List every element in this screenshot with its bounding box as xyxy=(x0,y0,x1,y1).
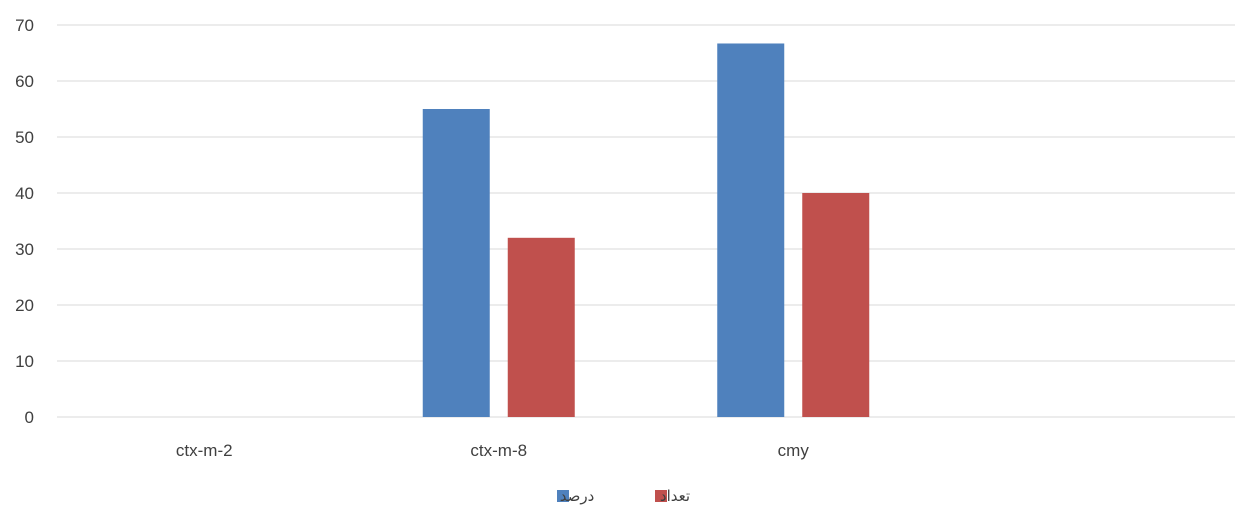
y-tick-label: 30 xyxy=(15,240,34,259)
x-tick-label: ctx-m-2 xyxy=(176,441,233,460)
legend-label: درصد xyxy=(560,487,595,505)
x-tick-label: ctx-m-8 xyxy=(470,441,527,460)
gridlines xyxy=(57,24,1235,418)
x-axis-ticks: ctx-m-2 ctx-m-8 cmy xyxy=(176,441,809,460)
bar-درصد-ctx-m-8 xyxy=(422,109,490,417)
bars xyxy=(422,43,870,417)
x-tick-label: cmy xyxy=(778,441,810,460)
y-tick-label: 60 xyxy=(15,72,34,91)
y-axis-ticks: 0 10 20 30 40 50 60 70 xyxy=(15,16,34,427)
y-tick-label: 10 xyxy=(15,352,34,371)
legend-swatch xyxy=(557,490,569,502)
legend: درصد تعداد xyxy=(557,487,690,505)
y-tick-label: 20 xyxy=(15,296,34,315)
legend-swatch xyxy=(655,490,667,502)
bar-تعداد-cmy xyxy=(802,193,870,417)
y-tick-label: 70 xyxy=(15,16,34,35)
bar-درصد-cmy xyxy=(717,43,785,417)
y-tick-label: 40 xyxy=(15,184,34,203)
bar-تعداد-ctx-m-8 xyxy=(507,237,575,417)
y-tick-label: 50 xyxy=(15,128,34,147)
y-tick-label: 0 xyxy=(25,408,34,427)
legend-label: تعداد xyxy=(660,487,690,505)
